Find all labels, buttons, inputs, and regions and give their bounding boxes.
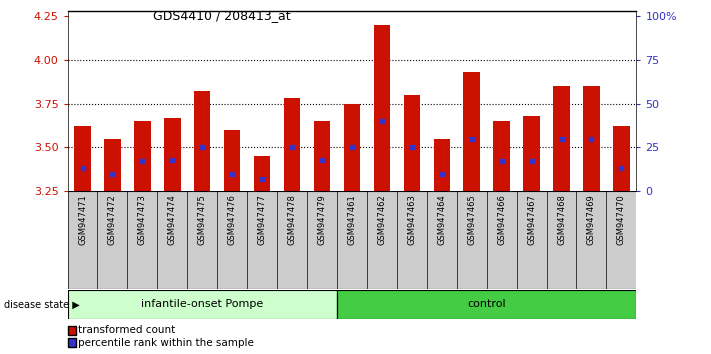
Bar — [254, 156, 270, 191]
Bar — [367, 191, 397, 289]
Bar — [97, 191, 127, 289]
Bar — [68, 290, 337, 319]
Text: GSM947462: GSM947462 — [378, 194, 386, 245]
Bar — [277, 191, 307, 289]
Text: GSM947477: GSM947477 — [257, 194, 267, 245]
Text: percentile rank within the sample: percentile rank within the sample — [78, 338, 254, 348]
Bar — [456, 191, 486, 289]
Text: GSM947471: GSM947471 — [78, 194, 87, 245]
Bar — [404, 95, 420, 191]
Bar — [486, 191, 517, 289]
Bar — [577, 191, 606, 289]
Text: GSM947466: GSM947466 — [497, 194, 506, 245]
Text: GDS4410 / 208413_at: GDS4410 / 208413_at — [153, 9, 291, 22]
Text: GSM947468: GSM947468 — [557, 194, 566, 245]
Bar — [307, 191, 337, 289]
Bar — [434, 138, 450, 191]
Text: GSM947476: GSM947476 — [228, 194, 237, 245]
Bar — [493, 121, 510, 191]
Bar — [464, 72, 480, 191]
Text: GSM947475: GSM947475 — [198, 194, 207, 245]
Bar — [613, 126, 630, 191]
Bar — [547, 191, 577, 289]
Bar — [284, 98, 300, 191]
Bar — [343, 103, 360, 191]
Bar — [134, 121, 151, 191]
Bar — [397, 191, 427, 289]
Bar — [247, 191, 277, 289]
Text: GSM947473: GSM947473 — [138, 194, 147, 245]
Text: GSM947467: GSM947467 — [527, 194, 536, 245]
Bar — [105, 138, 121, 191]
Bar — [606, 191, 636, 289]
Text: GSM947470: GSM947470 — [617, 194, 626, 245]
Bar — [164, 118, 181, 191]
Bar — [337, 290, 636, 319]
Bar — [517, 191, 547, 289]
Bar — [194, 91, 210, 191]
Bar — [337, 290, 636, 319]
Text: GSM947472: GSM947472 — [108, 194, 117, 245]
Text: GSM947465: GSM947465 — [467, 194, 476, 245]
Bar — [187, 191, 218, 289]
Bar — [74, 126, 91, 191]
Text: GSM947461: GSM947461 — [348, 194, 356, 245]
Bar — [374, 25, 390, 191]
Bar — [157, 191, 187, 289]
Text: GSM947474: GSM947474 — [168, 194, 177, 245]
Bar — [553, 86, 570, 191]
Text: GSM947478: GSM947478 — [287, 194, 296, 245]
Text: GSM947469: GSM947469 — [587, 194, 596, 245]
Bar — [224, 130, 240, 191]
Bar — [68, 191, 97, 289]
Text: GSM947464: GSM947464 — [437, 194, 447, 245]
Bar — [127, 191, 157, 289]
Text: control: control — [467, 299, 506, 309]
Bar — [523, 116, 540, 191]
Text: GSM947479: GSM947479 — [318, 194, 326, 245]
Bar — [314, 121, 330, 191]
Bar — [337, 191, 367, 289]
Bar — [68, 290, 337, 319]
Text: disease state ▶: disease state ▶ — [4, 299, 80, 309]
Text: GSM947463: GSM947463 — [407, 194, 417, 245]
Text: infantile-onset Pompe: infantile-onset Pompe — [141, 299, 263, 309]
Bar — [218, 191, 247, 289]
Bar — [427, 191, 456, 289]
Text: transformed count: transformed count — [78, 325, 176, 335]
Bar — [583, 86, 599, 191]
